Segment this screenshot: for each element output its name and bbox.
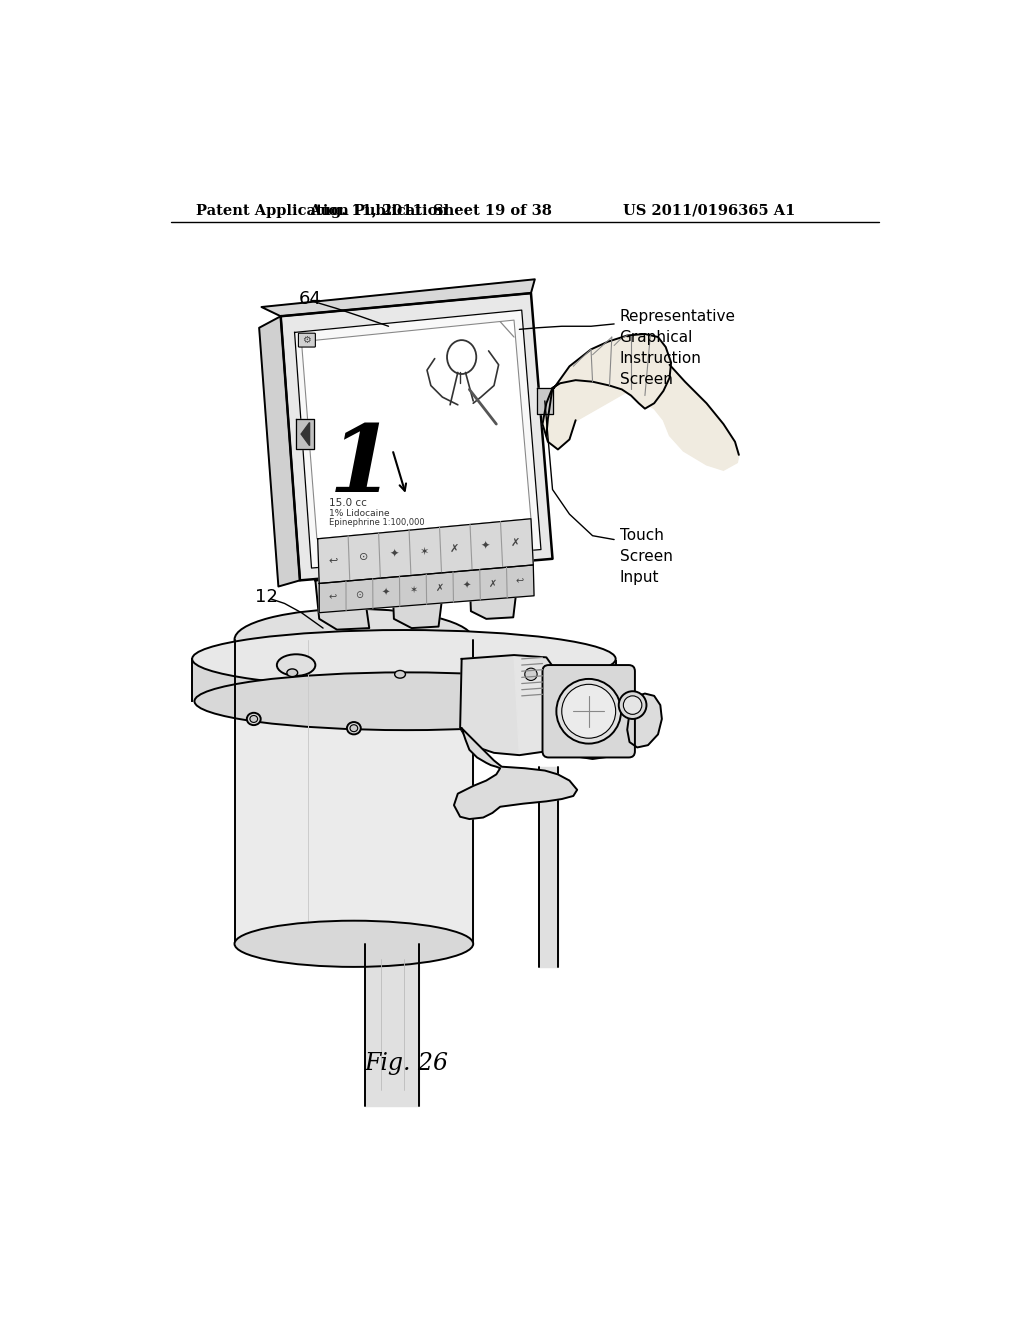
- Text: ✗: ✗: [489, 578, 498, 589]
- Polygon shape: [460, 655, 639, 759]
- Text: ↩: ↩: [329, 591, 337, 602]
- Ellipse shape: [350, 725, 357, 731]
- Polygon shape: [514, 655, 639, 759]
- FancyBboxPatch shape: [298, 333, 315, 347]
- Polygon shape: [392, 577, 442, 628]
- Text: ✦: ✦: [462, 581, 470, 591]
- Text: Epinephrine 1:100,000: Epinephrine 1:100,000: [330, 517, 425, 527]
- Polygon shape: [301, 422, 309, 446]
- Text: ✗: ✗: [451, 544, 460, 553]
- Polygon shape: [366, 944, 419, 1106]
- Circle shape: [556, 678, 621, 743]
- Text: ⊙: ⊙: [355, 590, 364, 599]
- Ellipse shape: [394, 671, 406, 678]
- Polygon shape: [454, 729, 578, 818]
- Text: ✶: ✶: [409, 585, 417, 595]
- Ellipse shape: [247, 713, 261, 725]
- Text: 12: 12: [255, 589, 279, 606]
- Text: 1: 1: [329, 421, 394, 511]
- Circle shape: [624, 696, 642, 714]
- Text: ✦: ✦: [389, 549, 398, 560]
- Polygon shape: [296, 418, 313, 449]
- Polygon shape: [301, 321, 531, 539]
- Text: Touch
Screen
Input: Touch Screen Input: [620, 528, 673, 585]
- Text: ⚙: ⚙: [302, 335, 311, 345]
- Polygon shape: [193, 659, 615, 704]
- Text: 1% Lidocaine: 1% Lidocaine: [330, 510, 390, 519]
- Polygon shape: [469, 566, 517, 619]
- Circle shape: [562, 684, 615, 738]
- Text: ✗: ✗: [435, 583, 443, 593]
- Text: ✗: ✗: [511, 539, 520, 548]
- Text: Representative
Graphical
Instruction
Screen: Representative Graphical Instruction Scr…: [620, 309, 735, 387]
- Polygon shape: [539, 767, 558, 966]
- Polygon shape: [315, 581, 370, 630]
- Ellipse shape: [347, 722, 360, 734]
- Ellipse shape: [234, 609, 473, 671]
- Ellipse shape: [287, 669, 298, 677]
- Text: Fig. 26: Fig. 26: [365, 1052, 449, 1074]
- Polygon shape: [538, 388, 553, 414]
- Circle shape: [525, 668, 538, 681]
- Polygon shape: [234, 640, 473, 944]
- Text: Patent Application Publication: Patent Application Publication: [196, 203, 449, 218]
- Text: ↩: ↩: [329, 554, 338, 565]
- Text: 15.0 cc: 15.0 cc: [330, 499, 367, 508]
- Polygon shape: [628, 693, 662, 747]
- Text: ✦: ✦: [382, 587, 390, 598]
- Polygon shape: [543, 388, 575, 449]
- Ellipse shape: [193, 630, 615, 688]
- Polygon shape: [261, 280, 535, 317]
- Text: ⊙: ⊙: [358, 552, 368, 562]
- Polygon shape: [317, 519, 534, 583]
- Polygon shape: [547, 364, 739, 470]
- Polygon shape: [281, 293, 553, 581]
- Polygon shape: [295, 310, 541, 568]
- Text: ✶: ✶: [420, 546, 429, 557]
- Text: ✦: ✦: [480, 541, 489, 550]
- Ellipse shape: [195, 672, 617, 730]
- FancyBboxPatch shape: [543, 665, 635, 758]
- Polygon shape: [553, 334, 671, 409]
- Ellipse shape: [234, 921, 473, 966]
- Text: Aug. 11, 2011  Sheet 19 of 38: Aug. 11, 2011 Sheet 19 of 38: [309, 203, 552, 218]
- Text: US 2011/0196365 A1: US 2011/0196365 A1: [624, 203, 796, 218]
- Text: ↩: ↩: [516, 577, 524, 586]
- Ellipse shape: [250, 715, 258, 722]
- Ellipse shape: [276, 655, 315, 676]
- Text: 64: 64: [298, 289, 322, 308]
- Polygon shape: [259, 317, 300, 586]
- Circle shape: [618, 692, 646, 719]
- Polygon shape: [319, 565, 535, 612]
